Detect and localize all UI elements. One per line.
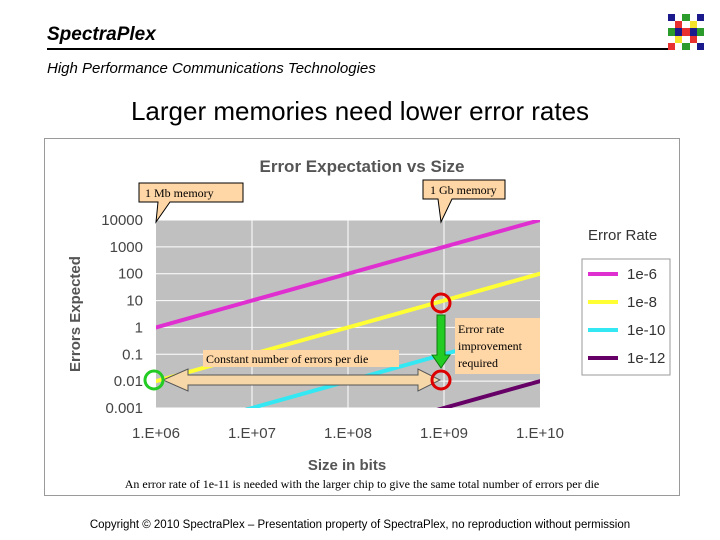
improvement-line-1: Error rate xyxy=(458,322,504,336)
brand-tagline: High Performance Communications Technolo… xyxy=(47,60,376,77)
series-line-1e-12 xyxy=(436,379,540,408)
slide-title: Larger memories need lower error rates xyxy=(130,96,590,126)
brand-logo-icon xyxy=(668,14,704,50)
legend-title: Error Rate xyxy=(588,227,657,244)
y-tick-label: 0.1 xyxy=(122,346,143,363)
constant-errors-label-bg xyxy=(203,350,399,367)
header-rule xyxy=(47,48,702,50)
improvement-arrow xyxy=(431,314,451,369)
legend-label-1e-10: 1e-10 xyxy=(627,322,665,339)
y-axis-label: Errors Expected xyxy=(67,256,84,372)
brand-name: SpectraPlex xyxy=(47,24,156,45)
constant-errors-label: Constant number of errors per die xyxy=(206,352,368,366)
marker-1gb-bottom-red xyxy=(430,369,452,391)
series-line-1e-6 xyxy=(156,220,540,330)
copyright-footer: Copyright © 2010 SpectraPlex – Presentat… xyxy=(89,519,631,531)
legend-box xyxy=(581,258,671,376)
chart-note: An error rate of 1e-11 is needed with th… xyxy=(125,477,600,491)
y-tick-label: 1000 xyxy=(110,239,143,256)
x-tick-label: 1.E+09 xyxy=(420,425,468,442)
callout-1mb-text: 1 Mb memory xyxy=(145,186,214,200)
double-arrow xyxy=(161,368,442,392)
x-tick-label: 1.E+06 xyxy=(132,425,180,442)
improvement-line-2: improvement xyxy=(458,339,523,353)
legend-label-1e-8: 1e-8 xyxy=(627,294,657,311)
y-tick-label: 1 xyxy=(135,319,143,336)
marker-1mb-green xyxy=(143,369,165,391)
y-tick-label: 100 xyxy=(118,266,143,283)
y-tick-label: 10 xyxy=(126,293,143,310)
callout-1mb-box xyxy=(138,182,244,224)
x-tick-label: 1.E+07 xyxy=(228,425,276,442)
y-tick-label: 0.001 xyxy=(105,400,143,417)
x-axis-label: Size in bits xyxy=(308,457,386,474)
y-tick-label: 10000 xyxy=(101,212,143,229)
callout-1gb-box xyxy=(422,179,506,224)
x-tick-label: 1.E+08 xyxy=(324,425,372,442)
improvement-box xyxy=(455,318,540,374)
legend-label-1e-6: 1e-6 xyxy=(627,266,657,283)
improvement-line-3: required xyxy=(458,356,498,370)
legend-label-1e-12: 1e-12 xyxy=(627,350,665,367)
marker-1gb-top-red xyxy=(430,292,452,314)
x-tick-label: 1.E+10 xyxy=(516,425,564,442)
chart-title: Error Expectation vs Size xyxy=(259,157,464,176)
y-tick-label: 0.01 xyxy=(114,373,143,390)
callout-1gb-text: 1 Gb memory xyxy=(430,183,497,197)
